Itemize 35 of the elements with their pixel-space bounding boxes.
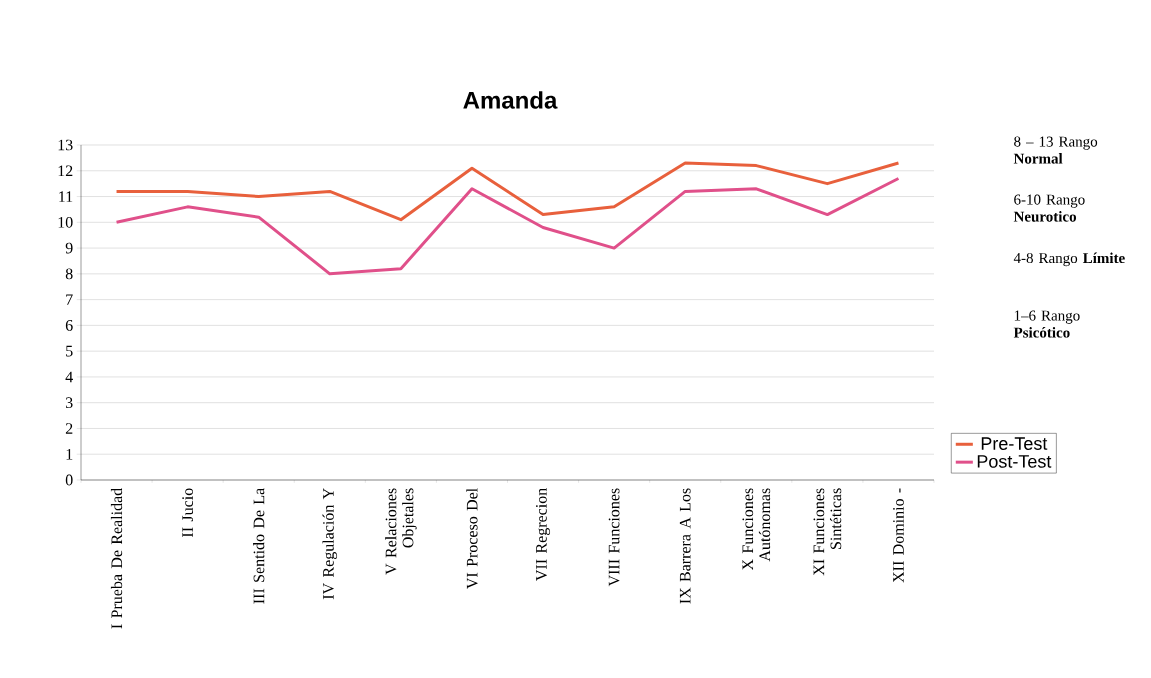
y-tick-label: 6: [65, 320, 73, 331]
text: 1–6 Rango Psicótico: [1013, 310, 1080, 338]
y-tick-label: 3: [65, 397, 73, 409]
x-tick-label: III Sentido De La: [253, 488, 265, 604]
y-tick-label: 2: [65, 423, 73, 434]
x-tick-label: VIII Funciones: [608, 488, 620, 587]
x-tick-label: X Funciones Autónomas: [742, 488, 771, 571]
x-tick-label: IX Barrera A Los: [679, 488, 691, 604]
y-tick-label: 0: [65, 474, 73, 486]
y-tick-label: 11: [59, 191, 73, 202]
y-tick-label: 12: [58, 165, 73, 177]
x-tick-label: V Relaciones Objetales: [385, 488, 417, 575]
text: 4-8 Rango Límite: [1013, 252, 1125, 267]
x-tick-label: VI Proceso Del: [466, 488, 478, 589]
y-tick-label: 7: [66, 294, 73, 305]
text: 8 – 13 Rango Normal: [1013, 136, 1098, 164]
y-tick-label: 13: [58, 139, 73, 151]
text: 6-10 Rango Neurotico: [1013, 194, 1085, 222]
x-tick-label: XI Funciones Sintéticas: [813, 488, 842, 576]
y-tick-label: 9: [65, 242, 73, 254]
x-tick-label: IV Regulación Y: [322, 488, 338, 600]
chart-title: Amanda: [463, 91, 558, 109]
x-tick-label: II Jucio: [182, 488, 193, 537]
y-tick-label: 1: [66, 448, 73, 460]
x-tick-label: XII Dominio -: [893, 488, 904, 583]
legend-label: Post-Test: [977, 455, 1052, 468]
y-tick-label: 10: [58, 216, 73, 228]
legend-label: Pre-Test: [981, 437, 1048, 450]
x-tick-label: VII Regrecion: [536, 488, 551, 581]
y-tick-label: 4: [65, 371, 73, 383]
x-tick-label: I Prueba De Realidad: [110, 487, 123, 629]
line-series: [115, 161, 900, 222]
line-series: [115, 177, 900, 276]
y-tick-label: 8: [65, 268, 73, 280]
y-tick-label: 5: [66, 345, 73, 357]
